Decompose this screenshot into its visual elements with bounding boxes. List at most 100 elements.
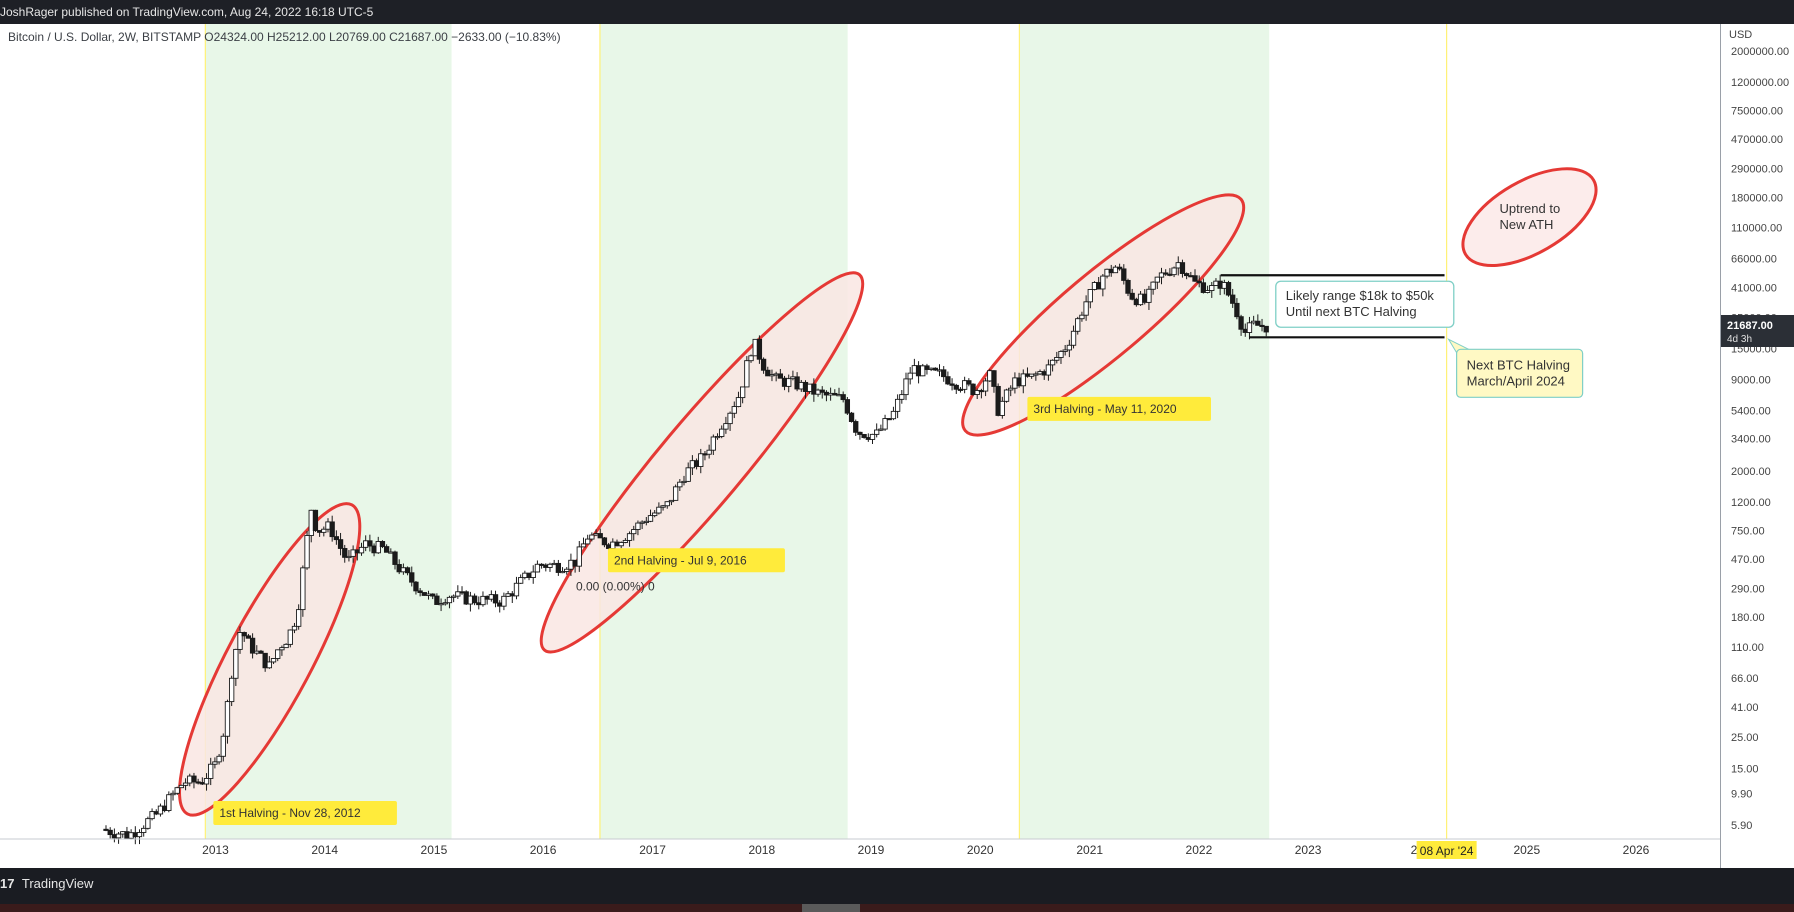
- candle: [576, 541, 582, 572]
- candle: [1238, 314, 1244, 336]
- candle-body: [1163, 272, 1169, 275]
- candle: [291, 622, 298, 634]
- candle: [136, 829, 143, 845]
- candle: [1058, 350, 1064, 364]
- candle-body: [559, 571, 566, 574]
- candle-body: [287, 629, 293, 645]
- candle-body: [383, 546, 390, 553]
- candle-body: [735, 397, 742, 408]
- candle: [974, 388, 980, 400]
- bull-zone-3: [1019, 24, 1270, 839]
- candle-body: [777, 373, 783, 379]
- candle: [203, 773, 210, 791]
- candle-body: [1171, 267, 1177, 276]
- next-halving-line1: Next BTC Halving: [1467, 357, 1570, 372]
- candle-body: [145, 818, 151, 829]
- candle-body: [1100, 275, 1106, 290]
- candle: [1204, 285, 1211, 294]
- candle: [564, 567, 570, 575]
- tradingview-brand[interactable]: 17 TradingView: [0, 876, 93, 891]
- candle: [1192, 269, 1198, 282]
- candle: [706, 444, 712, 459]
- candle: [643, 516, 649, 526]
- candle: [660, 505, 666, 511]
- candle: [329, 515, 335, 542]
- scrollbar-thumb[interactable]: [802, 904, 860, 912]
- candle-body: [945, 376, 951, 385]
- candle: [1100, 273, 1106, 297]
- candle: [878, 424, 884, 432]
- candle: [748, 354, 754, 363]
- candle: [304, 531, 310, 570]
- candle-body: [786, 378, 792, 387]
- candle: [404, 566, 411, 576]
- candle: [312, 509, 319, 532]
- candle-body: [283, 643, 289, 649]
- candle-body: [1146, 288, 1152, 303]
- candle-body: [635, 522, 641, 530]
- candle-body: [312, 509, 319, 531]
- candle: [1054, 351, 1060, 364]
- candle: [471, 593, 478, 606]
- candle-body: [300, 567, 306, 611]
- candle: [874, 423, 880, 438]
- candle-body: [304, 535, 310, 569]
- candle-body: [982, 380, 989, 392]
- candle: [597, 528, 603, 539]
- y-tick-label: 9000.00: [1731, 374, 1771, 386]
- candle-body: [698, 453, 704, 467]
- candle: [1083, 295, 1089, 321]
- price-axis[interactable]: USD 2000000.00 1200000.00 750000.00 470000.0…: [1720, 24, 1794, 868]
- candle: [296, 604, 302, 630]
- candle: [1158, 267, 1165, 285]
- candle-body: [869, 433, 876, 440]
- candle: [1150, 281, 1156, 295]
- candle: [819, 386, 825, 399]
- candle-body: [899, 394, 905, 400]
- candle-body: [961, 380, 968, 390]
- candle-body: [249, 637, 256, 654]
- candle-body: [241, 632, 247, 637]
- candle-body: [957, 388, 964, 391]
- price-axis-scale[interactable]: USD 2000000.00 1200000.00 750000.00 470000.0…: [1721, 24, 1794, 868]
- candle: [216, 753, 222, 765]
- candle: [1020, 369, 1026, 394]
- candle: [434, 593, 440, 605]
- y-tick-label: 470000.00: [1731, 134, 1783, 146]
- candle: [191, 772, 197, 789]
- uptrend-ellipse: [1461, 167, 1598, 268]
- candle: [342, 544, 348, 563]
- candle-body: [681, 480, 687, 484]
- y-tick-label: 290000.00: [1731, 163, 1783, 175]
- candle-body: [1234, 302, 1240, 318]
- crosshair-date-bg: [1416, 841, 1477, 859]
- candle-body: [894, 398, 901, 412]
- x-tick-label: 2015: [421, 843, 448, 857]
- candle-body: [844, 399, 851, 414]
- candle: [141, 825, 147, 837]
- candle-body: [321, 528, 327, 533]
- candle: [601, 537, 608, 548]
- candle: [279, 645, 285, 656]
- candle: [957, 387, 964, 393]
- candle-body: [191, 775, 197, 783]
- candle: [622, 538, 629, 544]
- candle-body: [664, 501, 670, 507]
- candle: [1033, 371, 1039, 381]
- candle: [258, 649, 264, 654]
- candle: [149, 808, 155, 821]
- candle: [656, 502, 662, 515]
- candle-body: [1079, 314, 1085, 320]
- candle-body: [731, 406, 737, 414]
- candle: [857, 431, 863, 440]
- candle-body: [296, 609, 302, 627]
- price-chart[interactable]: 1st Halving - Nov 28, 2012 2nd Halving - …: [0, 24, 1720, 868]
- candle: [178, 784, 185, 789]
- y-tick-label: 750.00: [1731, 525, 1765, 537]
- candle: [920, 363, 926, 377]
- candle-body: [1075, 318, 1081, 332]
- candle-body: [564, 568, 570, 572]
- candle: [547, 562, 553, 572]
- candle: [652, 510, 658, 518]
- chart-pane[interactable]: 1st Halving - Nov 28, 2012 2nd Halving - …: [0, 24, 1720, 868]
